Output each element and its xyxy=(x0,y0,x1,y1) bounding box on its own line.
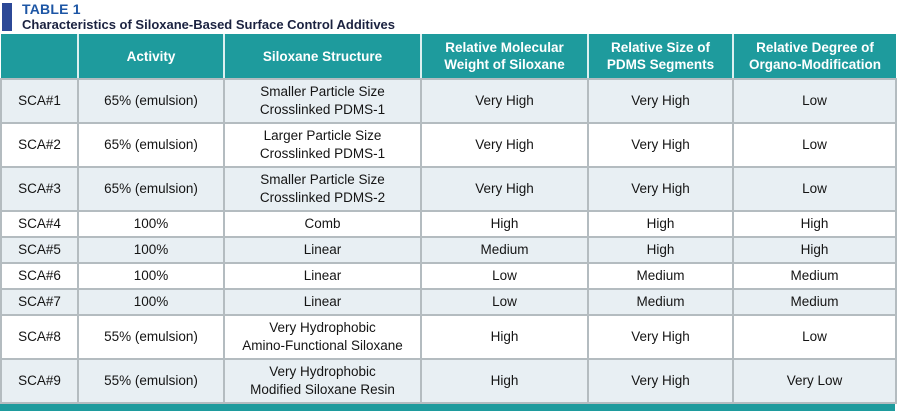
title-texts: TABLE 1 Characteristics of Siloxane-Base… xyxy=(22,2,395,34)
header-cell-organo-modification: Relative Degree of Organo-Modification xyxy=(732,34,896,80)
cell-pdms-size: High xyxy=(587,210,734,238)
cell-molecular-weight: Low xyxy=(420,262,589,290)
table-row: SCA#5 100% Linear Medium High High xyxy=(0,236,897,264)
header-cell-pdms-size: Relative Size of PDMS Segments xyxy=(587,34,733,80)
cell-structure: Linear xyxy=(223,288,422,316)
cell-name: SCA#1 xyxy=(0,78,79,124)
table-row: SCA#9 55% (emulsion) Very Hydrophobic Modi… xyxy=(0,358,897,404)
cell-activity: 65% (emulsion) xyxy=(77,78,225,124)
cell-organo-modification: Medium xyxy=(732,288,897,316)
cell-organo-modification: Low xyxy=(732,122,897,168)
cell-molecular-weight: Very High xyxy=(420,122,589,168)
cell-activity: 100% xyxy=(77,236,225,264)
header-cell-molecular-weight: Relative Molecular Weight of Siloxane xyxy=(420,34,588,80)
cell-organo-modification: Low xyxy=(732,314,897,360)
cell-molecular-weight: Low xyxy=(420,288,589,316)
cell-activity: 65% (emulsion) xyxy=(77,166,225,212)
title-accent-bar xyxy=(2,3,12,31)
table-row: SCA#1 65% (emulsion) Smaller Particle Size… xyxy=(0,78,897,124)
cell-structure: Larger Particle Size Crosslinked PDMS-1 xyxy=(223,122,422,168)
cell-pdms-size: High xyxy=(587,236,734,264)
table-number-label: TABLE 1 xyxy=(22,1,81,17)
cell-molecular-weight: Very High xyxy=(420,166,589,212)
cell-name: SCA#9 xyxy=(0,358,79,404)
cell-name: SCA#6 xyxy=(0,262,79,290)
cell-structure: Smaller Particle Size Crosslinked PDMS-1 xyxy=(223,78,422,124)
cell-pdms-size: Medium xyxy=(587,262,734,290)
cell-activity: 100% xyxy=(77,210,225,238)
cell-organo-modification: Low xyxy=(732,166,897,212)
header-row: Activity Siloxane Structure Relative Mol… xyxy=(1,34,896,80)
cell-pdms-size: Very High xyxy=(587,78,734,124)
cell-pdms-size: Very High xyxy=(587,122,734,168)
cell-structure: Comb xyxy=(223,210,422,238)
cell-structure: Linear xyxy=(223,236,422,264)
cell-name: SCA#4 xyxy=(0,210,79,238)
cell-activity: 55% (emulsion) xyxy=(77,314,225,360)
table-title-block: TABLE 1 Characteristics of Siloxane-Base… xyxy=(0,0,900,34)
table-row: SCA#4 100% Comb High High High xyxy=(0,210,897,238)
table-body: SCA#1 65% (emulsion) Smaller Particle Size… xyxy=(0,78,897,404)
additives-table: Activity Siloxane Structure Relative Mol… xyxy=(0,34,897,404)
table-row: SCA#6 100% Linear Low Medium Medium xyxy=(0,262,897,290)
cell-pdms-size: Medium xyxy=(587,288,734,316)
cell-organo-modification: High xyxy=(732,210,897,238)
table-bottom-bar xyxy=(0,404,895,411)
cell-pdms-size: Very High xyxy=(587,358,734,404)
cell-activity: 100% xyxy=(77,288,225,316)
cell-molecular-weight: Medium xyxy=(420,236,589,264)
header-cell-blank xyxy=(1,34,78,80)
cell-name: SCA#2 xyxy=(0,122,79,168)
table-subtitle: Characteristics of Siloxane-Based Surfac… xyxy=(22,17,396,32)
cell-molecular-weight: Very High xyxy=(420,78,589,124)
cell-activity: 100% xyxy=(77,262,225,290)
table-row: SCA#3 65% (emulsion) Smaller Particle Size… xyxy=(0,166,897,212)
cell-name: SCA#3 xyxy=(0,166,79,212)
cell-name: SCA#5 xyxy=(0,236,79,264)
cell-activity: 55% (emulsion) xyxy=(77,358,225,404)
cell-structure: Linear xyxy=(223,262,422,290)
cell-name: SCA#8 xyxy=(0,314,79,360)
cell-molecular-weight: High xyxy=(420,210,589,238)
cell-organo-modification: Very Low xyxy=(732,358,897,404)
cell-structure: Smaller Particle Size Crosslinked PDMS-2 xyxy=(223,166,422,212)
cell-organo-modification: Medium xyxy=(732,262,897,290)
cell-molecular-weight: High xyxy=(420,358,589,404)
table-header: Activity Siloxane Structure Relative Mol… xyxy=(1,34,896,80)
header-cell-activity: Activity xyxy=(77,34,224,80)
cell-organo-modification: High xyxy=(732,236,897,264)
cell-pdms-size: Very High xyxy=(587,314,734,360)
cell-activity: 65% (emulsion) xyxy=(77,122,225,168)
cell-organo-modification: Low xyxy=(732,78,897,124)
table-row: SCA#2 65% (emulsion) Larger Particle Size … xyxy=(0,122,897,168)
cell-name: SCA#7 xyxy=(0,288,79,316)
cell-pdms-size: Very High xyxy=(587,166,734,212)
cell-structure: Very Hydrophobic Modified Siloxane Resin xyxy=(223,358,422,404)
table-row: SCA#8 55% (emulsion) Very Hydrophobic Amin… xyxy=(0,314,897,360)
cell-structure: Very Hydrophobic Amino-Functional Siloxa… xyxy=(223,314,422,360)
cell-molecular-weight: High xyxy=(420,314,589,360)
table-row: SCA#7 100% Linear Low Medium Medium xyxy=(0,288,897,316)
header-cell-siloxane-structure: Siloxane Structure xyxy=(223,34,421,80)
